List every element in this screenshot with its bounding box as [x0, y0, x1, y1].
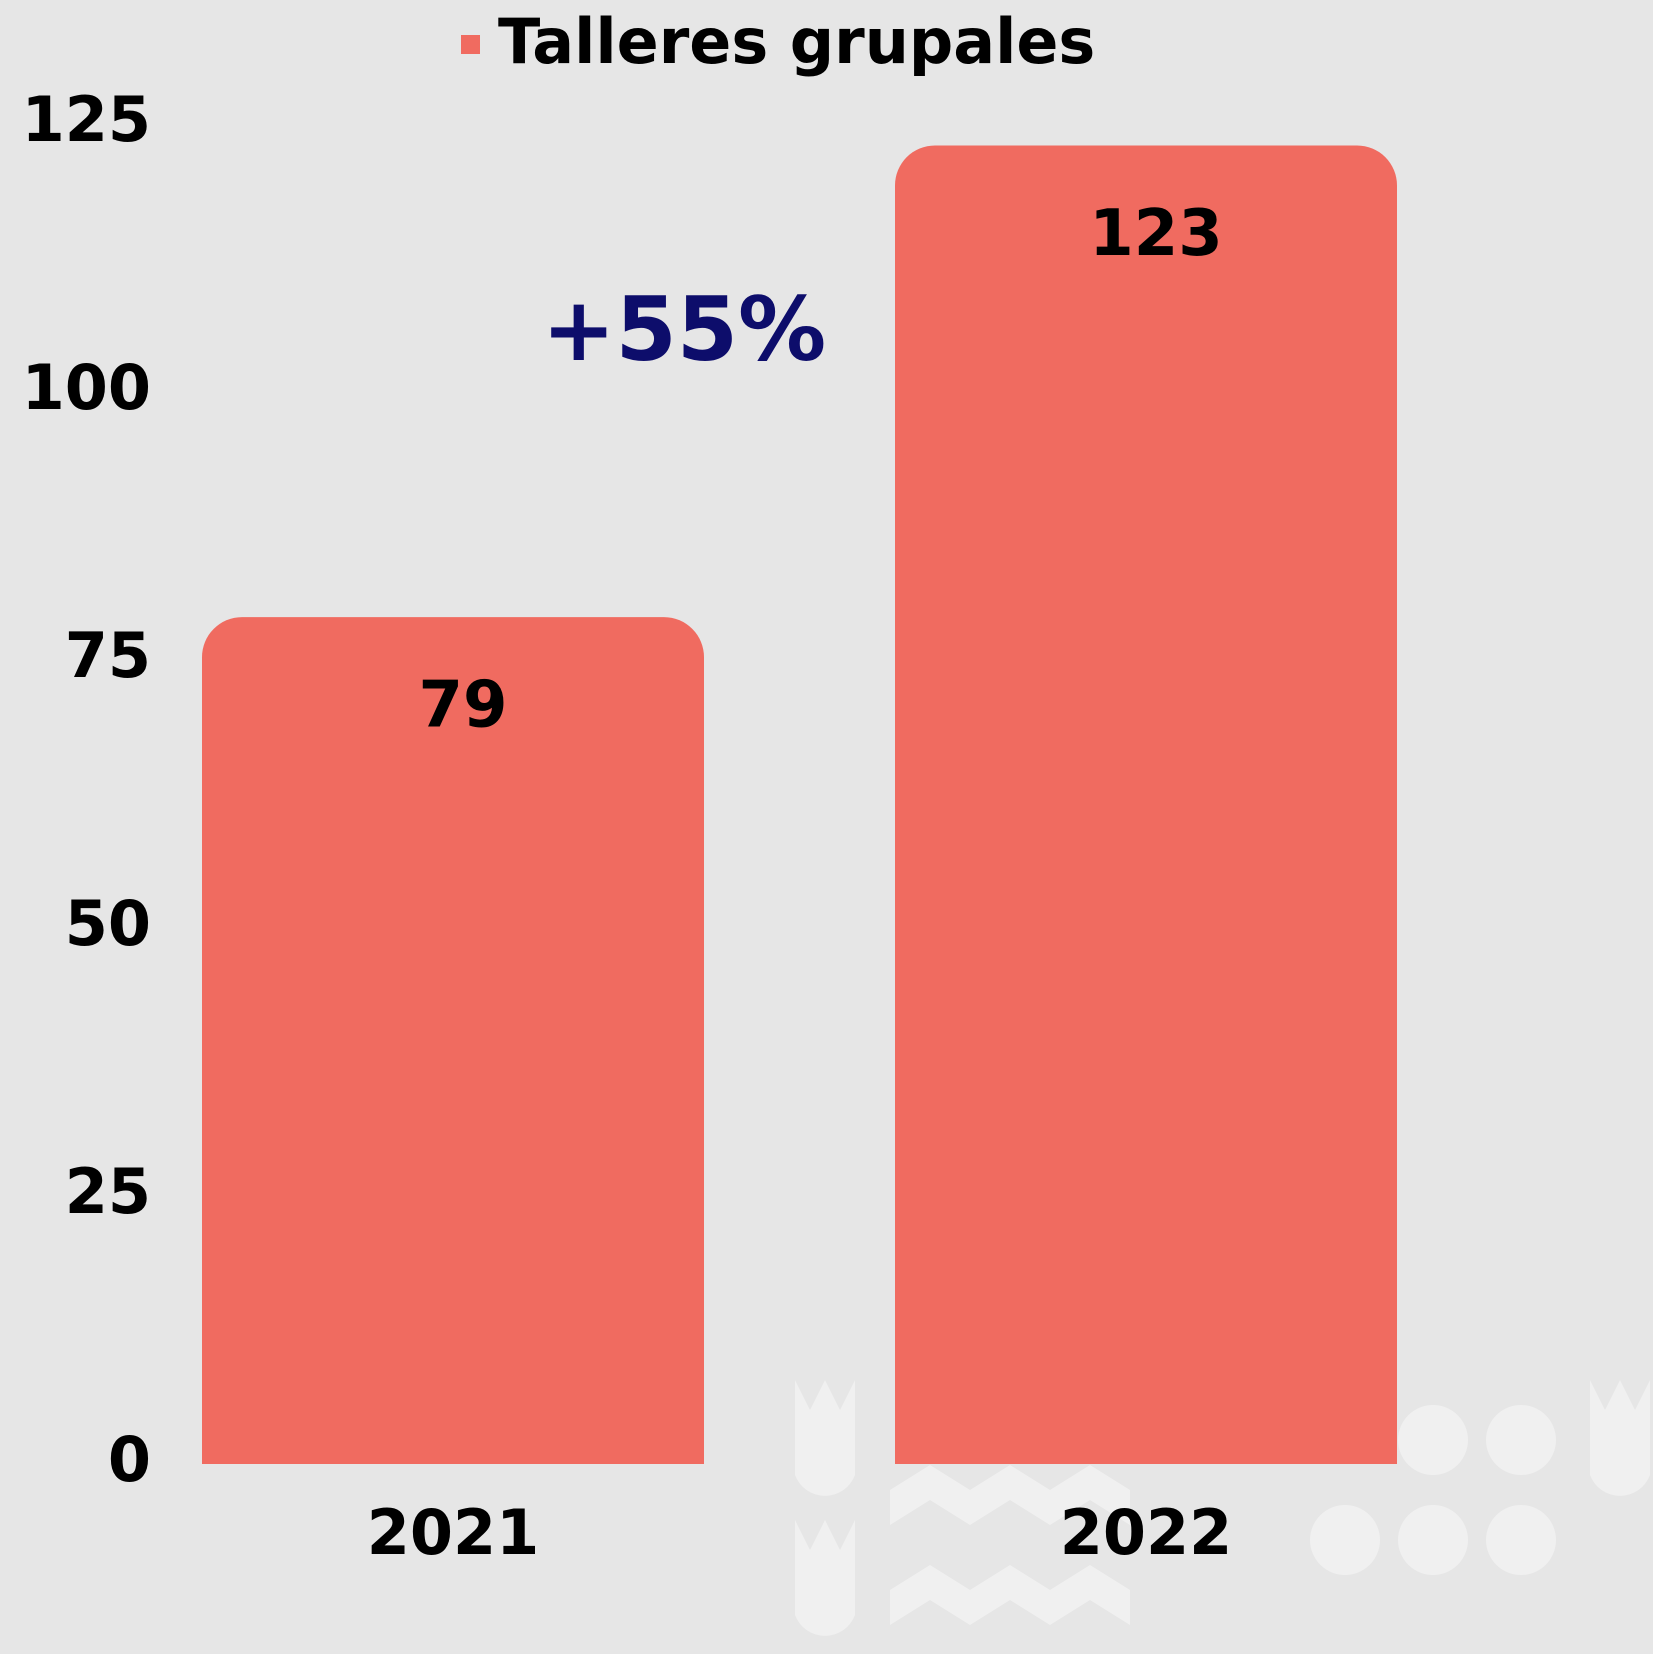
decor-shape: [1310, 1505, 1380, 1575]
y-tick-label: 50: [65, 887, 151, 960]
value-label: 123: [1089, 197, 1223, 271]
x-tick-label: 2021: [367, 1496, 540, 1569]
decor-shape: [1398, 1505, 1468, 1575]
decor-shape: [890, 1565, 1130, 1625]
y-tick-label: 75: [65, 619, 151, 692]
decor-shape: [795, 1520, 855, 1636]
y-tick-label: 0: [108, 1423, 151, 1496]
value-label: 79: [418, 669, 507, 743]
decor-shape: [890, 1465, 1130, 1525]
decor-shape: [1486, 1505, 1556, 1575]
legend-swatch: [461, 35, 480, 54]
decor-shape: [1486, 1405, 1556, 1475]
y-tick-label: 125: [22, 83, 151, 156]
y-tick-label: 25: [65, 1155, 151, 1228]
legend-label: Talleres grupales: [498, 5, 1095, 78]
y-tick-label: 100: [22, 351, 151, 424]
bar: [202, 617, 704, 1464]
decor-shape: [1590, 1380, 1650, 1496]
decor-shape: [795, 1380, 855, 1496]
decor-shape: [1398, 1405, 1468, 1475]
x-tick-label: 2022: [1060, 1496, 1233, 1569]
bar: [895, 145, 1397, 1465]
annotation: +55%: [542, 278, 826, 381]
decoration: [795, 1380, 1650, 1636]
